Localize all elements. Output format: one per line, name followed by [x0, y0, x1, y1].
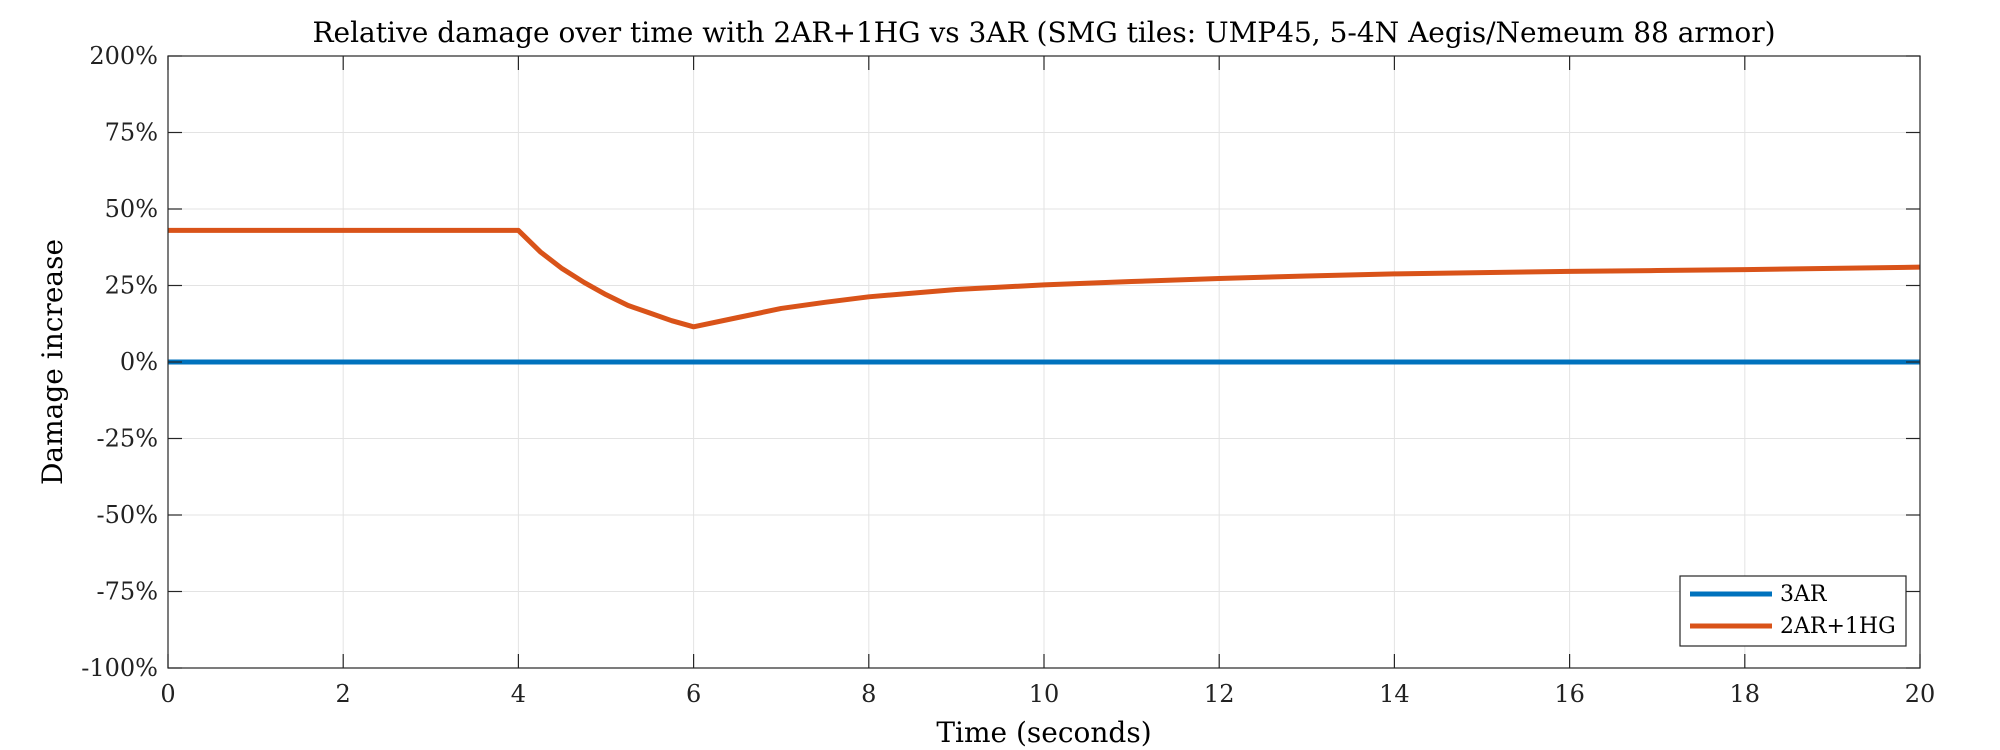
x-tick-label: 10 — [1029, 680, 1060, 708]
x-tick-label: 6 — [686, 680, 701, 708]
x-tick-label: 2 — [336, 680, 351, 708]
chart-title: Relative damage over time with 2AR+1HG v… — [312, 16, 1775, 49]
y-tick-label: -50% — [97, 501, 158, 529]
x-tick-label: 16 — [1554, 680, 1585, 708]
y-tick-label: 75% — [105, 119, 158, 147]
legend: 3AR 2AR+1HG — [1679, 575, 1907, 647]
series-line-2ar-1hg — [168, 227, 1921, 330]
y-tick-label: 50% — [105, 195, 158, 223]
x-tick-label: 4 — [511, 680, 526, 708]
x-tick-label: 14 — [1379, 680, 1410, 708]
y-tick-label: 0% — [120, 348, 158, 376]
series-layer — [168, 227, 1921, 365]
x-tick-label: 18 — [1730, 680, 1761, 708]
y-axis-label: Damage increase — [36, 239, 69, 485]
legend-label: 3AR — [1780, 582, 1828, 607]
y-tick-label: -25% — [97, 425, 158, 453]
y-tick-label: -100% — [81, 654, 158, 682]
x-tick-label: 0 — [160, 680, 175, 708]
x-tick-label: 8 — [861, 680, 876, 708]
legend-label: 2AR+1HG — [1780, 614, 1896, 639]
x-tick-label: 12 — [1204, 680, 1235, 708]
x-axis-label: Time (seconds) — [936, 716, 1151, 749]
y-tick-label: 25% — [105, 272, 158, 300]
legend-box — [1679, 575, 1907, 647]
x-tick-label: 20 — [1905, 680, 1936, 708]
ticks: 0 2 4 6 8 10 12 14 16 18 20 -100% -75% -50% -25% 0% 25% 5… — [81, 42, 1935, 708]
y-tick-label: -75% — [97, 578, 158, 606]
y-tick-label: 200% — [89, 42, 158, 70]
